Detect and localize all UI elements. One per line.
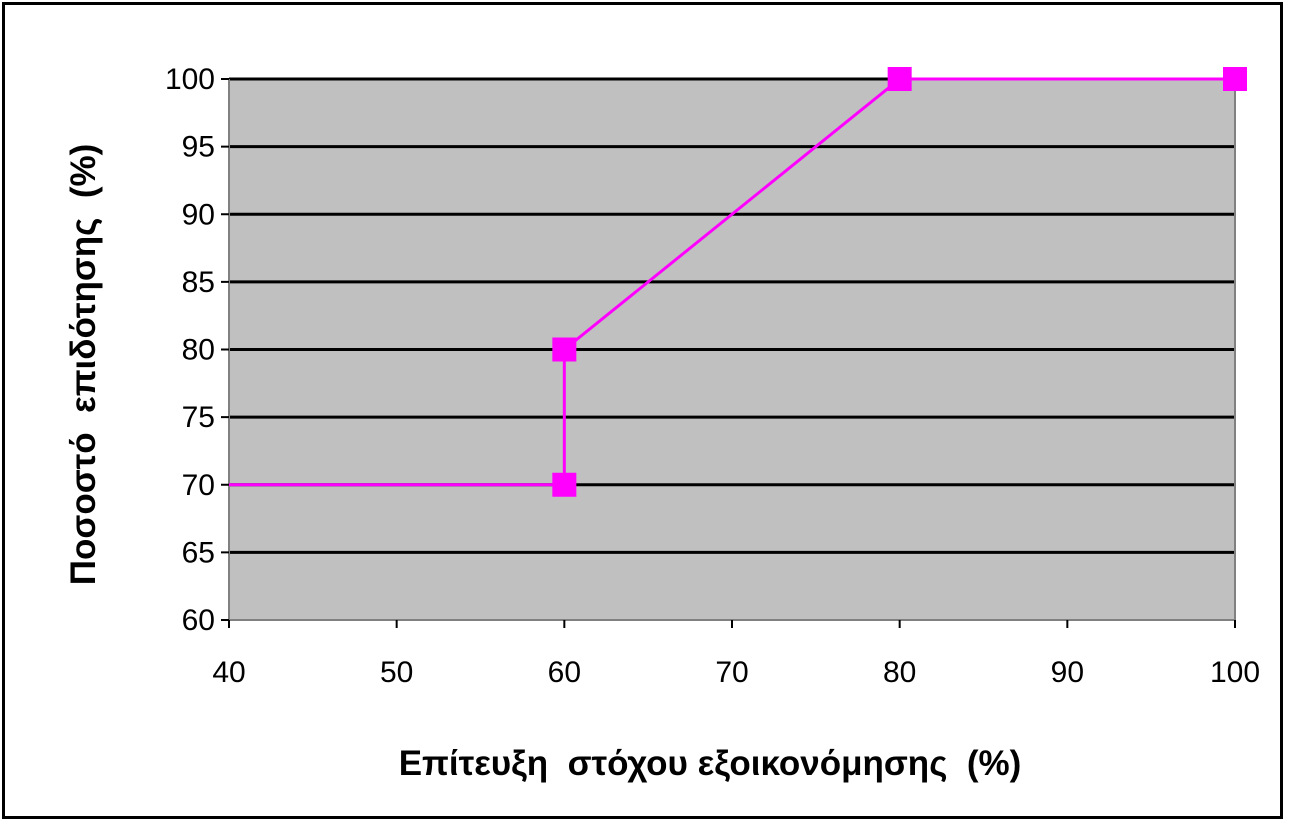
x-tick-label-100: 100 [1210,656,1260,689]
x-tick-label-40: 40 [212,656,245,689]
y-tick-label-95: 95 [182,131,215,164]
y-tick-label-80: 80 [182,334,215,367]
x-tick-label-60: 60 [548,656,581,689]
y-tick-label-75: 75 [182,401,215,434]
data-point-0-2 [887,67,912,91]
data-point-0-1 [552,337,577,362]
y-tick-label-65: 65 [182,536,215,569]
y-tick-label-70: 70 [182,469,215,502]
series-group [229,67,1247,497]
y-tick-label-90: 90 [182,198,215,231]
data-point-0-0 [552,472,577,497]
x-axis-title: Επίτευξη στόχου εξοικονόμησης (%) [399,744,1022,783]
tick-labels: 60 65 70 75 80 85 90 95 100 40 50 60 70 80 90 100 [165,63,1260,689]
y-tick-label-100: 100 [165,63,215,96]
x-tick-label-50: 50 [380,656,413,689]
y-tick-label-60: 60 [182,604,215,637]
x-tick-label-80: 80 [883,656,916,689]
axes [221,78,1236,628]
x-tick-label-70: 70 [715,656,748,689]
y-axis-title: Ποσοστό επιδότησης (%) [64,144,103,586]
x-tick-label-90: 90 [1051,656,1084,689]
data-point-0-3 [1223,67,1247,91]
y-tick-label-85: 85 [182,266,215,299]
